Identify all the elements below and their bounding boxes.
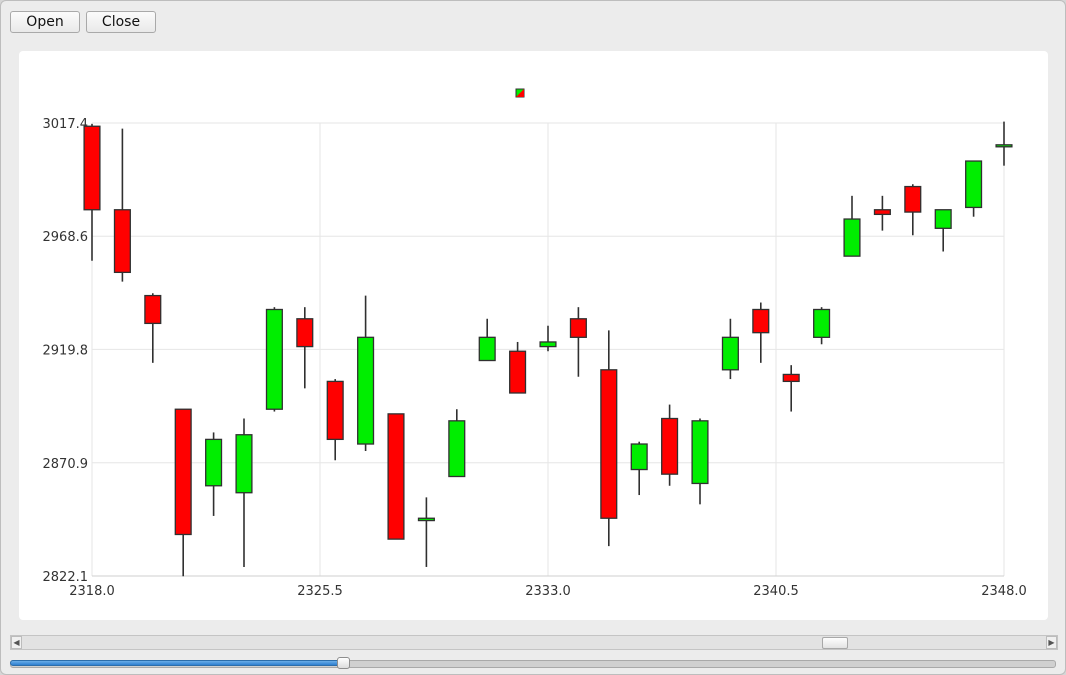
candle-body xyxy=(387,413,405,540)
candle-body xyxy=(509,350,527,394)
candle-body xyxy=(539,341,557,348)
candle-down xyxy=(144,293,162,363)
candle-up xyxy=(965,160,983,217)
candle-down xyxy=(83,123,101,261)
candle-down xyxy=(326,379,344,461)
horizontal-scrollbar[interactable]: ◀ ▶ xyxy=(10,635,1058,650)
candle-body xyxy=(995,144,1013,148)
y-tick-label: 2822.1 xyxy=(43,570,89,585)
candle-body xyxy=(782,373,800,383)
candle-up xyxy=(843,195,861,257)
y-tick-label: 3017.4 xyxy=(43,117,89,132)
candle-up xyxy=(721,318,739,380)
candle-down xyxy=(782,365,800,412)
candle-down xyxy=(904,184,922,236)
candles xyxy=(83,121,1013,577)
open-button[interactable]: Open xyxy=(10,11,80,33)
candle-body xyxy=(630,443,648,471)
scrollbar-thumb[interactable] xyxy=(822,637,848,649)
candle-body xyxy=(326,380,344,441)
candle-body xyxy=(813,308,831,338)
candle-body xyxy=(478,336,496,362)
candle-down xyxy=(113,128,131,282)
candle-body xyxy=(873,209,891,216)
candle-body xyxy=(357,336,375,445)
y-tick-label: 2870.9 xyxy=(43,457,89,472)
range-slider[interactable] xyxy=(10,657,1056,669)
candle-up xyxy=(478,318,496,362)
candle-body xyxy=(83,125,101,211)
candle-body xyxy=(144,294,162,325)
close-button[interactable]: Close xyxy=(86,11,156,33)
candle-body xyxy=(174,408,192,536)
candle-up xyxy=(417,497,435,567)
candle-body xyxy=(934,209,952,229)
slider-handle[interactable] xyxy=(336,657,350,669)
candle-down xyxy=(873,195,891,231)
y-tick-label: 2968.6 xyxy=(43,230,89,245)
candle-down xyxy=(600,330,618,547)
candle-up xyxy=(630,441,648,496)
candle-down xyxy=(296,307,314,389)
candle-up xyxy=(934,209,952,252)
candle-down xyxy=(509,341,527,394)
candle-body xyxy=(691,420,709,485)
candle-up xyxy=(235,418,253,567)
slider-fill xyxy=(10,660,343,666)
x-tick-label: 2318.0 xyxy=(69,584,115,599)
candle-down xyxy=(661,404,679,486)
candle-body xyxy=(265,308,283,410)
candle-body xyxy=(569,318,587,338)
candle-up xyxy=(813,307,831,345)
candle-down xyxy=(174,408,192,577)
x-tick-label: 2325.5 xyxy=(297,584,343,599)
candle-body xyxy=(296,318,314,348)
candle-up xyxy=(205,432,223,516)
legend xyxy=(515,88,525,98)
candle-body xyxy=(843,218,861,257)
legend-swatch-down xyxy=(516,89,524,97)
x-tick-label: 2333.0 xyxy=(525,584,571,599)
candle-body xyxy=(448,420,466,478)
candle-down xyxy=(387,413,405,540)
candle-body xyxy=(661,417,679,475)
candle-down xyxy=(752,302,770,363)
y-tick-label: 2919.8 xyxy=(43,343,89,358)
candle-body xyxy=(600,369,618,519)
candle-body xyxy=(752,308,770,334)
candle-up xyxy=(448,409,466,478)
scroll-left-icon[interactable]: ◀ xyxy=(11,636,22,649)
scroll-right-icon[interactable]: ▶ xyxy=(1046,636,1057,649)
candle-body xyxy=(965,160,983,209)
candle-body xyxy=(417,517,435,522)
candle-down xyxy=(569,307,587,377)
candle-body xyxy=(205,438,223,487)
candle-body xyxy=(113,209,131,274)
candle-up xyxy=(539,325,557,352)
x-tick-label: 2340.5 xyxy=(753,584,799,599)
candle-up xyxy=(357,295,375,451)
x-tick-label: 2348.0 xyxy=(981,584,1027,599)
candle-body xyxy=(721,336,739,371)
candle-body xyxy=(235,434,253,494)
candle-up xyxy=(265,307,283,412)
candle-up xyxy=(995,121,1013,166)
candle-up xyxy=(691,418,709,505)
candle-body xyxy=(904,185,922,213)
chart-panel: 3017.4 2968.6 2919.8 2870.9 2822.1 2318.0 2325… xyxy=(19,51,1048,620)
